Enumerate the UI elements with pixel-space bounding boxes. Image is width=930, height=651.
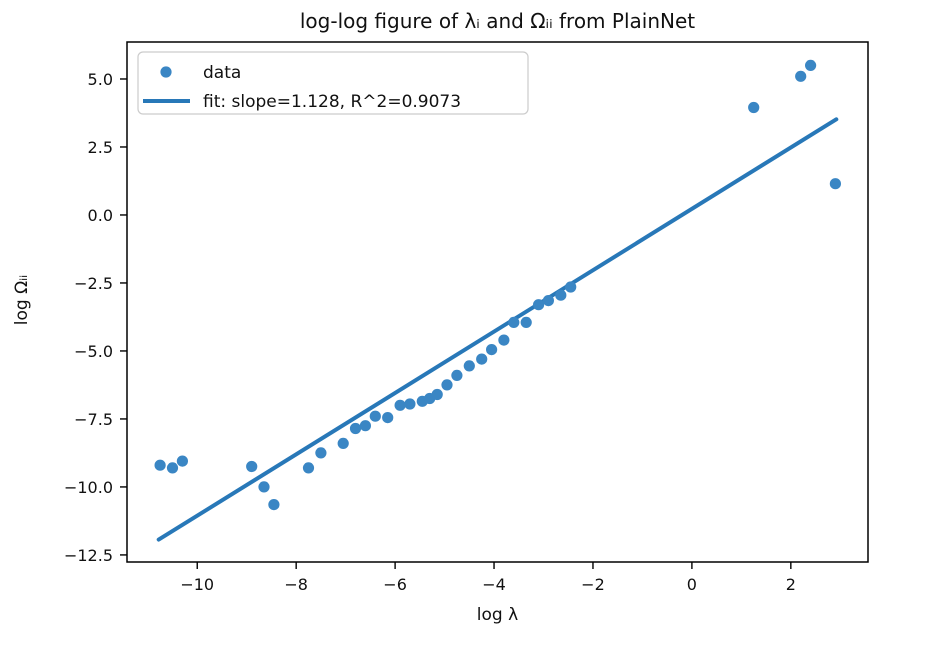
data-point <box>555 289 567 301</box>
y-tick-label: −7.5 <box>74 410 113 429</box>
y-axis-ticks: 5.0 2.5 0.0 −2.5 −5.0 −7.5 −10.0 −12.5 <box>64 70 127 565</box>
data-point <box>166 462 179 474</box>
data-point <box>258 481 270 493</box>
legend-marker-data <box>160 66 172 78</box>
fit-line <box>156 117 839 542</box>
plot-border <box>126 41 869 563</box>
data-point <box>508 316 520 328</box>
data-point <box>476 353 488 365</box>
data-point <box>154 459 166 471</box>
x-tick-label: −6 <box>383 575 407 594</box>
x-tick-label: −10 <box>180 575 214 594</box>
x-axis-label: log λ <box>476 605 519 625</box>
data-point <box>805 59 817 71</box>
chart-title: log-log figure of λᵢ and Ωᵢᵢ from PlainN… <box>299 9 696 33</box>
data-point <box>441 379 453 391</box>
x-tick-label: 2 <box>786 575 796 594</box>
data-point <box>533 299 545 311</box>
y-tick-label: 5.0 <box>88 70 113 89</box>
x-tick-label: −2 <box>581 575 605 594</box>
y-tick-label: −2.5 <box>74 274 113 293</box>
legend-label-data: data <box>203 63 241 83</box>
data-point <box>795 70 807 82</box>
data-point <box>349 422 362 435</box>
data-point <box>359 420 371 432</box>
data-point <box>369 410 381 422</box>
data-point <box>463 360 475 372</box>
data-point <box>337 437 349 449</box>
data-point <box>431 388 443 401</box>
data-point <box>315 447 327 459</box>
data-point <box>404 398 416 410</box>
data-point <box>565 281 577 293</box>
legend: data fit: slope=1.128, R^2=0.9073 <box>137 51 529 115</box>
data-point <box>542 295 555 307</box>
y-tick-label: 0.0 <box>88 206 113 225</box>
x-tick-label: 0 <box>687 575 697 594</box>
data-point <box>302 462 315 474</box>
y-tick-label: 2.5 <box>88 138 113 157</box>
data-point <box>268 499 280 511</box>
x-axis-ticks: −10 −8 −6 −4 −2 0 2 <box>180 562 796 594</box>
y-axis-label: log Ωᵢᵢ <box>12 274 32 326</box>
y-tick-label: −5.0 <box>74 342 113 361</box>
data-point <box>486 344 498 356</box>
legend-label-fit: fit: slope=1.128, R^2=0.9073 <box>203 92 461 112</box>
data-point <box>829 178 842 190</box>
data-point <box>498 334 510 346</box>
data-point <box>451 369 463 381</box>
data-point <box>748 101 760 114</box>
x-tick-label: −4 <box>482 575 506 594</box>
data-point <box>176 455 188 467</box>
legend-box <box>137 51 529 115</box>
data-point <box>520 316 532 328</box>
scatter-points <box>154 59 842 511</box>
y-tick-label: −10.0 <box>64 478 113 497</box>
data-point <box>394 399 406 411</box>
x-tick-label: −8 <box>284 575 308 594</box>
data-point <box>382 412 394 424</box>
data-point <box>246 460 258 473</box>
y-tick-label: −12.5 <box>64 546 113 565</box>
